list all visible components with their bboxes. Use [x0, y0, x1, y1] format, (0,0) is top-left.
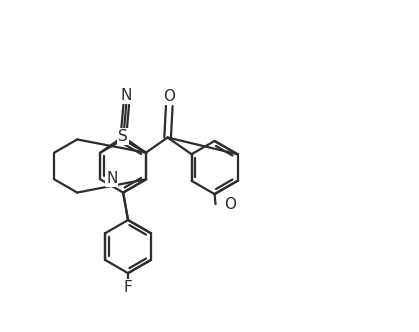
- Text: N: N: [121, 88, 132, 103]
- Text: N: N: [106, 171, 117, 186]
- Text: S: S: [118, 129, 128, 144]
- Text: O: O: [163, 90, 175, 105]
- Text: F: F: [124, 280, 132, 295]
- Text: O: O: [224, 197, 236, 211]
